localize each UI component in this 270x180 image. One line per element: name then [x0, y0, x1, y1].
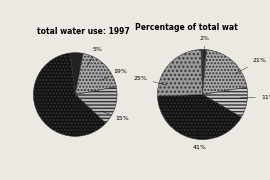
Wedge shape	[75, 87, 117, 123]
Text: total water use: 1997: total water use: 1997	[37, 27, 130, 36]
Text: 5%: 5%	[87, 47, 103, 66]
Wedge shape	[157, 94, 241, 140]
Text: Percentage of total wat: Percentage of total wat	[135, 22, 238, 32]
Wedge shape	[157, 50, 202, 96]
Wedge shape	[202, 50, 247, 94]
Wedge shape	[70, 53, 83, 94]
Text: 19%: 19%	[101, 69, 128, 80]
Wedge shape	[33, 53, 106, 136]
Wedge shape	[202, 87, 248, 117]
Text: 2%: 2%	[200, 36, 210, 59]
Wedge shape	[75, 53, 116, 94]
Text: 25%: 25%	[134, 76, 167, 85]
Text: 15%: 15%	[102, 111, 129, 122]
Text: 11%: 11%	[240, 95, 270, 100]
Text: 21%: 21%	[235, 58, 267, 74]
Text: 41%: 41%	[193, 130, 207, 150]
Wedge shape	[201, 50, 207, 94]
